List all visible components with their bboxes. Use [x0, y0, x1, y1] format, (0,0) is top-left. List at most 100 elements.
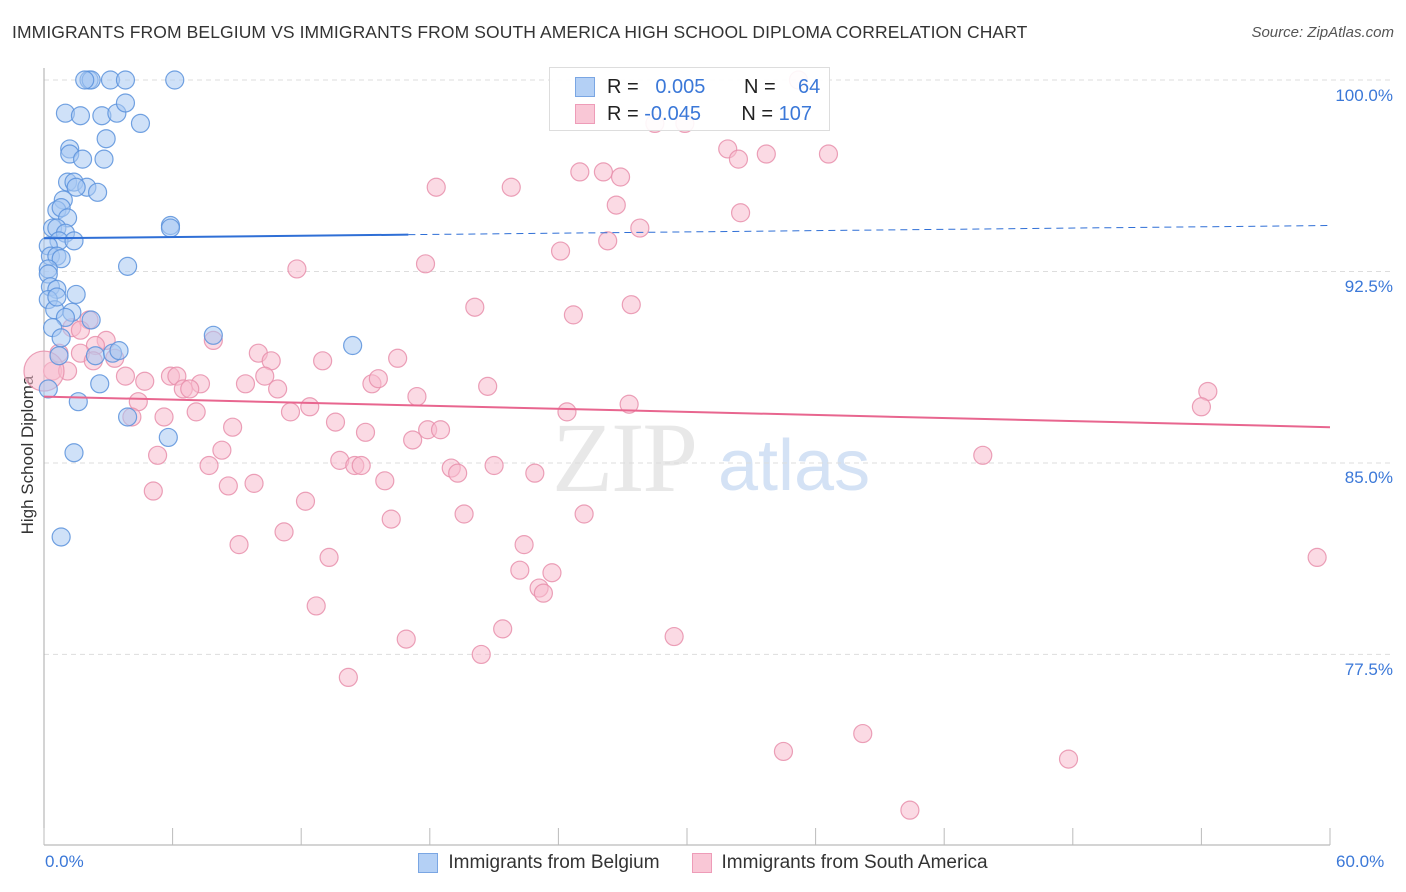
data-point [471, 644, 491, 665]
data-point [306, 596, 326, 616]
data-point [38, 379, 58, 399]
data-point [510, 560, 530, 580]
data-point [355, 422, 376, 442]
legend-item-south-america[interactable]: Immigrants from South America [691, 852, 988, 874]
data-point [606, 195, 626, 215]
data-point [51, 249, 71, 269]
legend-item-belgium[interactable]: Immigrants from Belgium [418, 852, 660, 874]
r-value: 0.005 [655, 75, 706, 98]
data-point [255, 366, 275, 386]
data-point [465, 297, 485, 317]
data-point [186, 402, 206, 422]
y-tick-label: 85.0% [1344, 468, 1393, 487]
data-point [115, 93, 136, 113]
data-point [180, 379, 200, 399]
data-point [973, 445, 993, 465]
data-point [621, 295, 641, 315]
data-point [550, 241, 571, 261]
data-point [223, 417, 243, 437]
data-point [295, 491, 316, 511]
data-point [75, 70, 95, 90]
data-point [1058, 749, 1079, 769]
stats-legend: R = 0.005 N = 64 R = -0.045 N = 107 [549, 67, 830, 131]
data-point [454, 504, 474, 524]
data-point [756, 144, 776, 164]
data-point [51, 527, 71, 547]
data-point [570, 162, 590, 182]
data-point [90, 374, 110, 394]
data-point [165, 70, 185, 90]
data-point [664, 626, 684, 647]
data-point [853, 723, 873, 744]
data-point [403, 430, 423, 450]
trend-line-extension [408, 225, 1331, 236]
data-point [593, 162, 614, 182]
legend-label: Immigrants from South America [721, 852, 988, 873]
r-label: R = [607, 102, 639, 125]
data-point [212, 440, 232, 460]
data-point [351, 455, 371, 476]
data-point [72, 149, 93, 169]
data-point [388, 348, 408, 368]
data-point [730, 203, 751, 223]
data-point [368, 369, 388, 389]
data-point [199, 455, 219, 476]
data-point [96, 129, 116, 149]
data-point [235, 374, 256, 394]
data-point [274, 522, 294, 542]
data-point [49, 346, 69, 366]
data-point [319, 547, 339, 568]
data-point [900, 800, 920, 820]
data-point [1307, 547, 1327, 568]
blue-swatch-icon [418, 853, 439, 873]
data-point [55, 307, 76, 328]
data-point [64, 231, 84, 251]
y-tick-label: 77.5% [1344, 660, 1393, 679]
trend-line [43, 395, 1331, 429]
r-value: -0.045 [644, 102, 701, 125]
y-tick-label: 100.0% [1335, 86, 1393, 105]
trend-line [43, 233, 409, 240]
data-point [610, 167, 631, 187]
data-point [300, 397, 320, 417]
data-point [47, 287, 67, 307]
data-point [619, 394, 639, 414]
data-point [117, 256, 138, 276]
data-point [542, 563, 562, 583]
data-point [430, 420, 451, 440]
data-point [448, 463, 468, 483]
data-point [493, 619, 513, 639]
pink-swatch-icon [691, 853, 712, 873]
pink-swatch-icon [575, 104, 595, 124]
r-label: R = [607, 75, 639, 98]
n-label: N = [744, 75, 776, 98]
data-point [244, 473, 264, 493]
data-point [728, 149, 749, 169]
data-point [154, 407, 174, 427]
data-point [280, 402, 301, 422]
watermark-zip: ZIP [552, 402, 698, 513]
data-point [773, 741, 794, 762]
data-point [1191, 397, 1212, 417]
data-point [218, 476, 238, 496]
data-point [415, 254, 436, 274]
data-point [268, 379, 288, 399]
data-point [229, 535, 249, 555]
data-point [533, 583, 553, 603]
data-point [287, 259, 307, 279]
data-point [557, 402, 577, 422]
data-point [81, 310, 101, 330]
blue-swatch-icon [575, 77, 595, 97]
data-point [381, 509, 401, 529]
y-tick-label: 92.5% [1344, 277, 1393, 296]
data-point [525, 463, 545, 483]
data-point [135, 371, 155, 391]
data-point [203, 325, 223, 345]
data-point [484, 455, 504, 476]
legend-label: Immigrants from Belgium [448, 852, 660, 873]
data-point [375, 471, 395, 491]
data-point [143, 481, 163, 501]
x-tick-label: 60.0% [1336, 852, 1385, 871]
